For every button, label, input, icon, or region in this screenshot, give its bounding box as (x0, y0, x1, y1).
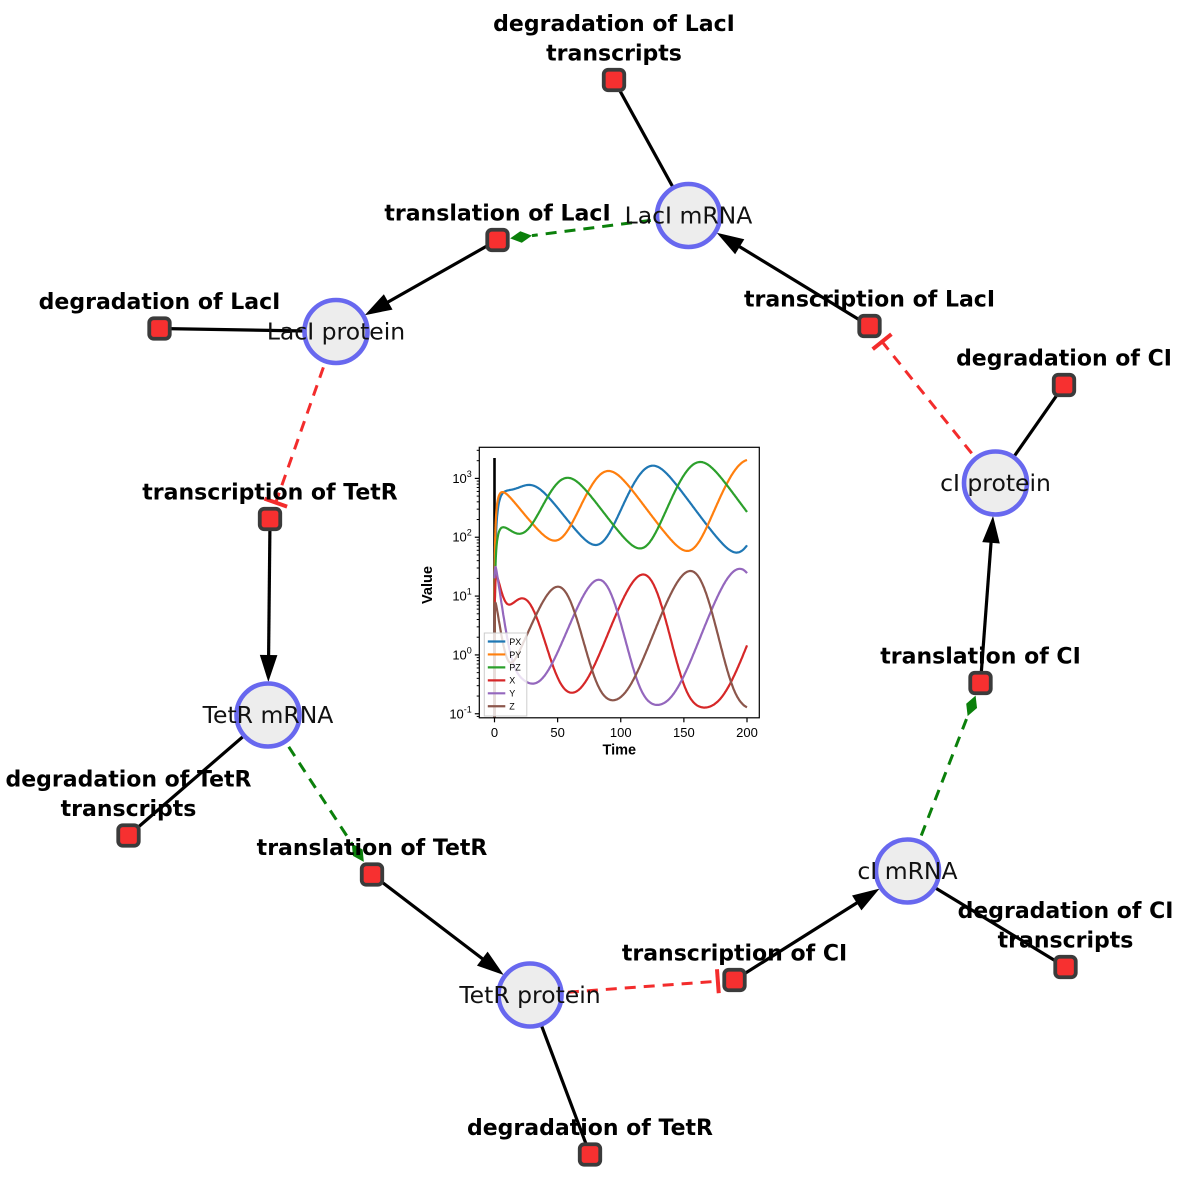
chart-legend: PX PY PZ XYZ (483, 632, 528, 717)
reaction-node-tx_ci[interactable] (722, 967, 747, 993)
inset-chart: PX PY PZ XYZ 0 50 100 150 200 10-1 100 101 102 103 Tim… (417, 435, 773, 766)
species-label-laci_protein: LacI protein (267, 318, 405, 346)
y-tick-label: 103 (452, 469, 471, 486)
reaction-label-tx_ci: transcription of CI (622, 942, 847, 967)
edges-layer (127, 79, 1067, 1156)
edge-product-tx_laci-laci_mrna (716, 232, 871, 328)
reaction-node-deg_laci_tx[interactable] (601, 67, 627, 93)
species-label-ci_mrna: cI mRNA (857, 857, 957, 885)
reaction-label-tx_tetr: transcription of TetR (142, 481, 398, 506)
reaction-node-tx_laci[interactable] (857, 313, 882, 339)
reaction-label-deg_ci_tx: degradation of CI transcripts (958, 899, 1174, 954)
reaction-label-tx_laci: transcription of LacI (744, 288, 995, 313)
species-node-ci_protein[interactable] (961, 449, 1030, 517)
edge-product-transl_ci-ci_protein (978, 515, 1000, 684)
reaction-node-deg_laci[interactable] (147, 316, 172, 341)
reaction-label-transl_laci: translation of LacI (384, 202, 610, 227)
legend-label-Z: Z (509, 702, 515, 712)
x-axis-label: Time (603, 742, 637, 758)
reaction-label-deg_tetr_tx: degradation of TetR transcripts (5, 768, 251, 823)
y-axis-label: Value (420, 566, 436, 604)
y-tick-label: 101 (452, 587, 471, 604)
y-tick-label: 10-1 (449, 704, 471, 721)
edge-product-tx_ci-ci_mrna (733, 888, 880, 982)
chart-background (417, 435, 773, 766)
reaction-label-deg_laci_tx: degradation of LacI transcripts (493, 12, 735, 67)
chart-axes: 0 50 100 150 200 10-1 100 101 102 103 Time Value (420, 446, 760, 758)
x-tick-label: 200 (736, 725, 758, 740)
reaction-label-deg_laci: degradation of LacI (39, 290, 281, 315)
reaction-node-transl_laci[interactable] (485, 227, 510, 253)
reaction-node-deg_tetr_tx[interactable] (116, 823, 141, 848)
legend-label-PZ: PZ (509, 663, 521, 673)
reaction-node-transl_tetr[interactable] (359, 862, 385, 887)
reaction-node-deg_tetr[interactable] (577, 1142, 603, 1167)
series-line-PY (493, 458, 748, 718)
species-label-tetr_protein: TetR protein (458, 981, 600, 1009)
legend-label-PX: PX (509, 637, 521, 647)
y-tick-label: 102 (452, 528, 471, 545)
x-tick-label: 0 (491, 725, 498, 740)
reaction-node-deg_ci[interactable] (1051, 372, 1077, 398)
axes-frame (478, 446, 760, 719)
species-node-laci_mrna[interactable] (654, 181, 723, 250)
y-tick-label: 100 (452, 645, 471, 662)
species-label-ci_protein: cI protein (940, 469, 1051, 497)
series-line-PX (493, 464, 748, 718)
edge-product-transl_laci-laci_protein (364, 238, 499, 316)
nodes-layer (116, 67, 1078, 1167)
reaction-node-deg_ci_tx[interactable] (1053, 954, 1078, 980)
reaction-label-deg_tetr: degradation of TetR (467, 1116, 713, 1141)
edge-inhibitor-tetr_protein-tx_ci (529, 969, 721, 997)
x-tick-label: 100 (610, 725, 632, 740)
species-node-laci_protein[interactable] (302, 297, 370, 366)
reaction-label-transl_ci: translation of CI (880, 645, 1081, 670)
legend-label-PY: PY (509, 650, 521, 660)
edge-inhibitor-ci_protein-tx_laci (871, 332, 997, 484)
species-node-tetr_protein[interactable] (496, 961, 564, 1029)
species-label-tetr_mrna: TetR mRNA (202, 701, 334, 729)
legend-label-X: X (509, 676, 515, 686)
species-node-ci_mrna[interactable] (873, 837, 942, 905)
series-line-PZ (493, 460, 748, 718)
labels-layer: LacI mRNA LacI protein TetR mRNA TetR prote… (5, 12, 1173, 1141)
species-label-laci_mrna: LacI mRNA (625, 202, 753, 230)
edge-inhibitor-laci_protein-tx_tetr (263, 331, 338, 509)
edge-product-transl_tetr-tetr_protein (371, 873, 504, 975)
reaction-node-transl_ci[interactable] (968, 670, 993, 696)
plot-area (493, 458, 749, 718)
series-line-X (493, 573, 749, 718)
legend-box (483, 632, 528, 717)
reaction-label-transl_tetr: translation of TetR (257, 836, 488, 861)
x-tick-label: 150 (673, 725, 695, 740)
edge-product-tx_tetr-tetr_mrna (259, 518, 278, 683)
reaction-label-deg_ci: degradation of CI (956, 347, 1172, 372)
x-tick-label: 50 (550, 725, 564, 740)
legend-label-Y: Y (509, 689, 515, 699)
species-node-tetr_mrna[interactable] (234, 681, 302, 749)
reaction-node-tx_tetr[interactable] (257, 506, 283, 532)
